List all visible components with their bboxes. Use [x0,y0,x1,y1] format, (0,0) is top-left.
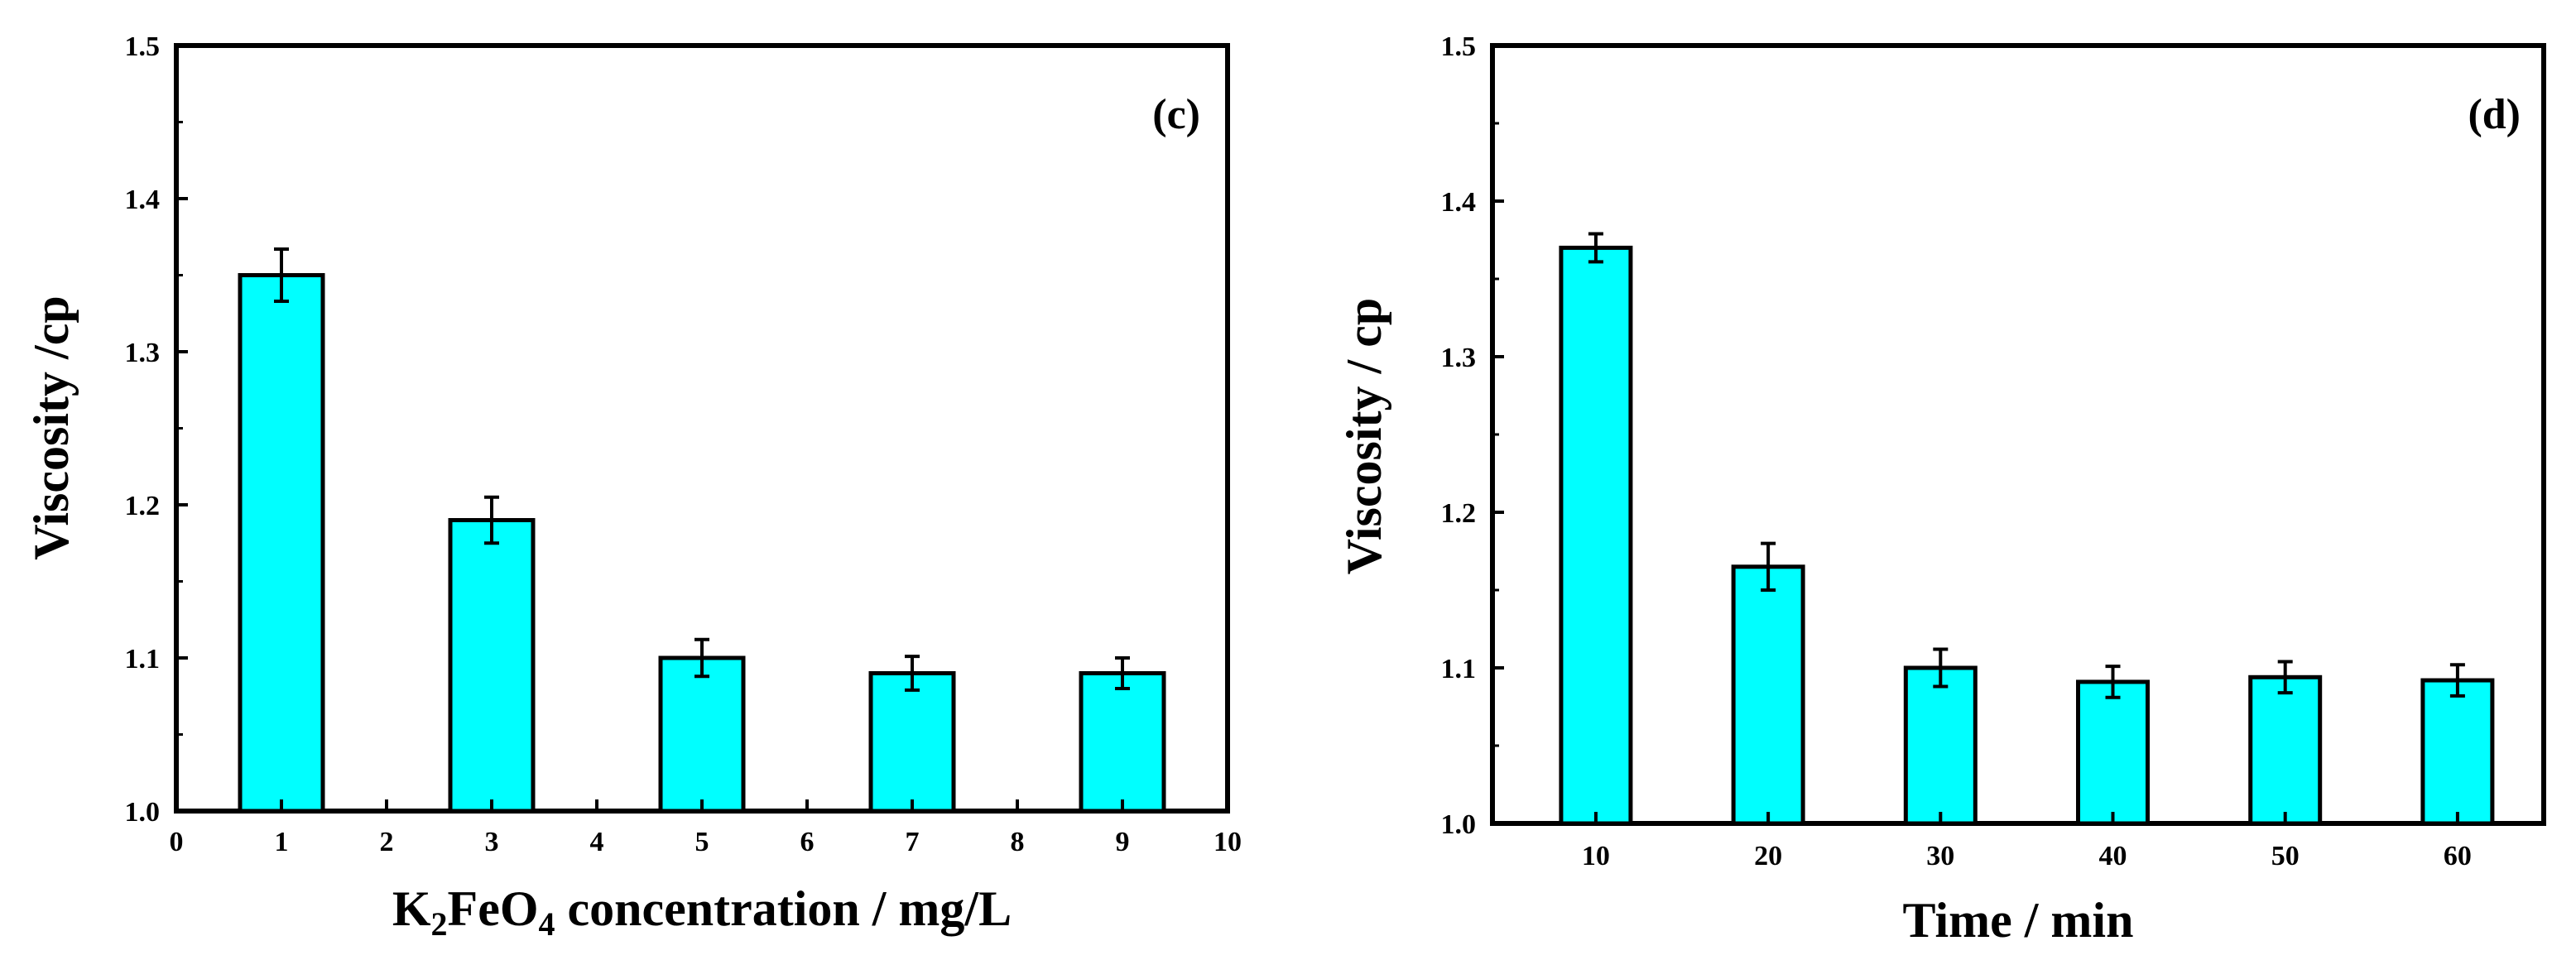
bar-d-30 [1903,665,1978,826]
bar-d-40 [2076,679,2151,826]
x-axis-title-c-sub2: 4 [539,905,555,943]
y-tick-label-d: 1.0 [1441,809,1477,840]
x-tick-label-d: 40 [2099,841,2127,871]
y-axis-title-d: Viscosity / cp [1337,298,1391,574]
bar-d-10 [1559,245,1633,826]
bar-c-5 [658,655,746,814]
bar-d-50 [2248,674,2323,826]
x-tick-label-c: 1 [275,827,289,857]
x-axis-title-d: Time / min [1903,893,2134,948]
x-tick-label-c: 5 [695,827,709,857]
y-tick-label-c: 1.3 [125,338,161,368]
x-axis-title-c: K2FeO4 concentration / mg/L [392,881,1012,943]
bar-d-20 [1731,564,1805,826]
bar-c-3 [448,518,536,814]
x-tick-label-c: 3 [485,827,499,857]
x-tick-label-c: 0 [170,827,184,857]
x-tick-label-c: 10 [1214,827,1242,857]
x-axis-title-c-sub1: 2 [431,905,448,943]
x-axis-title-c-part2: FeO [448,881,539,936]
plot-frame-d [1490,43,2546,826]
y-tick-label-d: 1.4 [1441,187,1477,218]
x-tick-label-d: 60 [2444,841,2472,871]
y-tick-label-c: 1.2 [125,491,161,521]
y-tick-label-c: 1.1 [125,644,161,674]
x-tick-label-d: 20 [1754,841,1782,871]
y-tick-label-c: 1.0 [125,797,161,828]
x-axis-title-c-part3: concentration / mg/L [555,881,1012,936]
y-tick-label-c: 1.5 [125,31,161,62]
x-tick-label-d: 10 [1582,841,1610,871]
x-tick-label-c: 7 [906,827,920,857]
bar-c-7 [868,671,956,814]
y-tick-label-c: 1.4 [125,185,161,215]
y-tick-label-d: 1.2 [1441,498,1477,529]
panel-label-c: (c) [1152,91,1200,138]
y-tick-label-d: 1.3 [1441,343,1477,373]
bar-d-60 [2420,678,2495,826]
x-tick-label-d: 50 [2271,841,2300,871]
x-tick-label-c: 9 [1116,827,1130,857]
x-tick-label-d: 30 [1926,841,1954,871]
y-tick-label-d: 1.5 [1441,31,1477,62]
chart-panel-c: 1.0 1.1 1.2 1.3 1.4 1.5 0 1 2 3 4 5 6 7 8 9 10 (c) Visc… [24,31,1242,943]
x-tick-label-c: 2 [380,827,394,857]
panel-label-d: (d) [2468,91,2521,138]
chart-panel-d: 1.0 1.1 1.2 1.3 1.4 1.5 10 20 30 40 50 60 (d) Visc… [1337,31,2546,948]
x-tick-label-c: 8 [1011,827,1025,857]
x-tick-label-c: 4 [590,827,604,857]
y-tick-label-d: 1.1 [1441,654,1477,684]
bar-c-1 [238,273,325,814]
x-axis-title-c-part1: K [392,881,431,936]
x-tick-label-c: 6 [800,827,815,857]
bar-c-9 [1079,671,1166,814]
y-axis-title-c: Viscosity /cp [24,295,79,559]
